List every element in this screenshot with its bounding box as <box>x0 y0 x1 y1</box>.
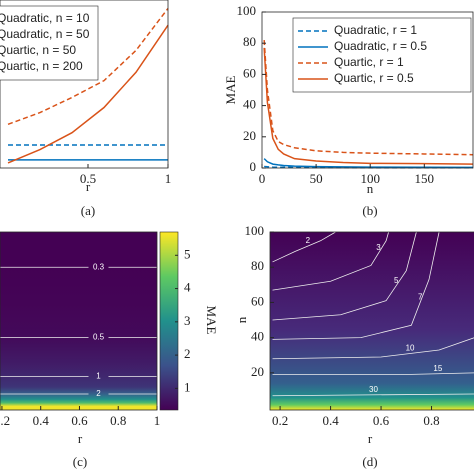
colorbar-tick-label: 2 <box>184 346 191 361</box>
contour-label: 15 <box>433 364 442 373</box>
caption: (b) <box>362 203 377 218</box>
y-tick-label: 100 <box>237 3 257 18</box>
x-axis-label: r <box>368 431 373 446</box>
y-tick-label: 0 <box>250 159 257 174</box>
contour-label: 0.5 <box>93 333 105 342</box>
contour-label: 2 <box>96 389 101 398</box>
y-tick-label: 60 <box>251 293 264 308</box>
axes-box <box>0 0 169 169</box>
y-tick-label: 20 <box>243 128 256 143</box>
axes-box <box>0 231 158 411</box>
contour-label: 3 <box>376 243 381 252</box>
colorbar-tick-label: 5 <box>184 246 191 261</box>
axes-box <box>269 231 474 411</box>
x-axis-label: n <box>367 181 374 196</box>
legend-label: Quartic, n = 200 <box>0 59 83 73</box>
x-tick-label: 0 <box>259 171 266 186</box>
contour-label: 5 <box>394 276 399 285</box>
y-axis-label: n <box>234 316 249 323</box>
contour-line <box>272 393 474 397</box>
x-tick-label: 0.5 <box>80 171 96 186</box>
series-line <box>263 158 474 169</box>
contour-label: 10 <box>406 344 415 353</box>
contour-line <box>272 231 390 291</box>
series-line <box>263 40 474 156</box>
x-tick-label: 0.4 <box>33 413 50 428</box>
legend-label: Quartic, n = 50 <box>0 43 76 57</box>
heatmap-background <box>270 232 474 410</box>
colorbar-tick-label: 3 <box>184 313 191 328</box>
x-tick-label: 0.6 <box>373 413 390 428</box>
contour-label: 1 <box>96 371 101 380</box>
x-tick-label: 0.6 <box>71 413 88 428</box>
series-line <box>7 24 169 164</box>
colorbar-label: MAE <box>204 306 219 335</box>
y-tick-label: 100 <box>245 223 265 238</box>
colorbar-tick-label: 4 <box>184 280 191 295</box>
contour-label: 7 <box>418 293 423 302</box>
y-tick-label: 20 <box>251 364 264 379</box>
y-tick-label: 80 <box>243 34 256 49</box>
y-axis-label: MAE <box>223 75 238 104</box>
y-tick-label: 80 <box>251 258 264 273</box>
legend-label: Quadratic, r = 0.5 <box>334 39 427 53</box>
caption: (c) <box>73 454 87 469</box>
contour-label: 2 <box>306 236 311 245</box>
y-tick-label: 40 <box>243 97 256 112</box>
contour-line <box>272 231 336 263</box>
contour-line <box>272 337 474 360</box>
heatmap <box>0 232 157 410</box>
axes-box <box>261 11 474 169</box>
x-tick-label: 0.2 <box>272 413 288 428</box>
colorbar-tick-label: 1 <box>184 379 191 394</box>
legend-label: Quartic, r = 0.5 <box>334 71 414 85</box>
legend-box <box>0 5 99 81</box>
series-line <box>263 47 474 165</box>
x-tick-label: 1 <box>165 171 172 186</box>
legend-label: Quadratic, n = 10 <box>0 11 90 25</box>
x-tick-label: 0.8 <box>110 413 126 428</box>
contour-line <box>272 231 417 321</box>
legend-label: Quadratic, r = 1 <box>334 23 417 37</box>
contour-label: 0.3 <box>93 262 105 271</box>
colorbar <box>159 231 179 411</box>
x-axis-label: r <box>86 179 91 194</box>
legend-label: Quartic, r = 1 <box>334 55 404 69</box>
x-tick-label: 50 <box>310 171 323 186</box>
contour-label: 30 <box>369 385 378 394</box>
y-tick-label: 40 <box>251 329 264 344</box>
x-tick-label: 150 <box>415 171 435 186</box>
y-tick-label: 60 <box>243 65 256 80</box>
x-axis-label: r <box>78 431 83 446</box>
x-tick-label: 1 <box>154 413 161 428</box>
x-tick-label: 0.8 <box>423 413 439 428</box>
contour-line <box>272 231 440 340</box>
x-tick-label: 0.2 <box>0 413 10 428</box>
series-line <box>7 7 169 126</box>
legend-label: Quadratic, n = 50 <box>0 27 90 41</box>
x-tick-label: 100 <box>360 171 380 186</box>
caption: (d) <box>362 454 377 469</box>
contour-line <box>272 372 474 376</box>
caption: (a) <box>81 203 95 218</box>
x-tick-label: 0.4 <box>322 413 339 428</box>
